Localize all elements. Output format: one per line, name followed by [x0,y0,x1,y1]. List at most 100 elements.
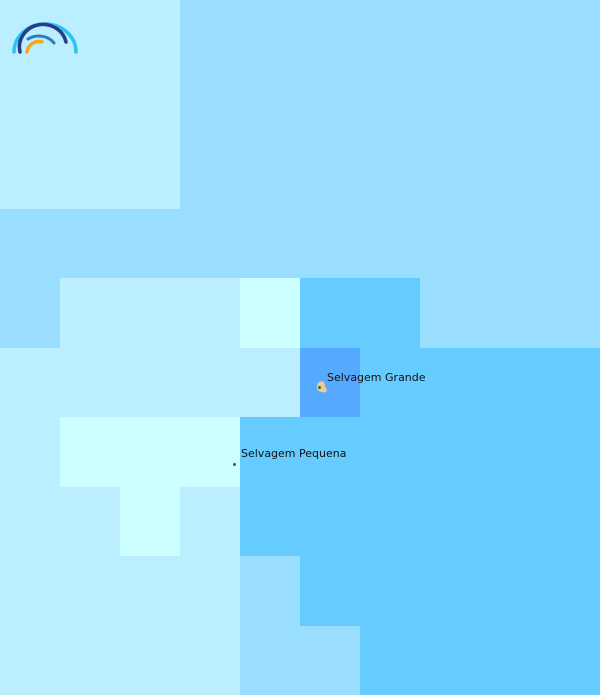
map-cell [240,486,300,556]
map-cell [120,208,180,278]
map-cell [0,486,60,556]
marker-selvagem-grande[interactable] [318,386,321,389]
map-cell [240,625,300,695]
map-cell [360,139,420,209]
map-cell [180,625,240,695]
map-cell [540,139,600,209]
map-cell [420,69,480,139]
map-cell [420,417,480,487]
map-cell [360,556,420,626]
map-cell [0,417,60,487]
map-cell [480,139,540,209]
map-cell [420,556,480,626]
map-cell [120,69,180,139]
map-cell [180,139,240,209]
map-cell [60,625,120,695]
map-cell [540,556,600,626]
map-cell [300,556,360,626]
map-cell [0,556,60,626]
map-cell [180,0,240,70]
map-cell [60,556,120,626]
map-cell [180,69,240,139]
map-cell [120,486,180,556]
map-cell [420,347,480,417]
map-cell [540,347,600,417]
map-cell [480,278,540,348]
map-cell [60,417,120,487]
map-cell [120,347,180,417]
map-cell [300,0,360,70]
map-cell [480,0,540,70]
map-cell [360,278,420,348]
map-cell [240,417,300,487]
map-cell [60,278,120,348]
map-cell [420,208,480,278]
map-cell [360,347,420,417]
map-cell [360,0,420,70]
map-cell [360,208,420,278]
map-cell [300,486,360,556]
map-cell [360,625,420,695]
map-cell [480,625,540,695]
selvagem-grande-island[interactable] [315,380,329,394]
map-cell [120,417,180,487]
map-cell [480,417,540,487]
map-cell [300,69,360,139]
map-cell [300,625,360,695]
map-cell [540,486,600,556]
map-cell [300,417,360,487]
map-cell [300,139,360,209]
place-label-selvagem-grande[interactable]: Selvagem Grande [327,371,426,384]
map-cell [300,208,360,278]
map-cell [180,417,240,487]
map-cell [0,625,60,695]
map-cell [180,208,240,278]
map-cell [0,69,60,139]
map-cell [540,278,600,348]
map-cell [540,208,600,278]
map-cell [60,139,120,209]
map-cell [240,347,300,417]
map-cell [540,625,600,695]
map-cell [0,347,60,417]
map-cell [420,0,480,70]
map-cell [540,0,600,70]
map-cell [420,139,480,209]
map-cell [420,625,480,695]
map-cell [60,208,120,278]
map-cell [0,208,60,278]
map-cell [420,486,480,556]
map-cell [120,625,180,695]
map-cell [240,139,300,209]
map-cell [480,347,540,417]
map-cell [60,486,120,556]
marker-selvagem-pequena[interactable] [233,463,236,466]
map-cell [480,208,540,278]
map-cell [480,556,540,626]
map-cell [480,486,540,556]
map-cell [300,278,360,348]
map-cell [120,556,180,626]
map-cell [0,0,60,70]
map-cell [540,69,600,139]
map-cell [120,0,180,70]
map-cell [240,208,300,278]
map-cell [360,486,420,556]
map-cell [360,417,420,487]
map-cell [180,486,240,556]
map-cell [240,278,300,348]
map-cell [180,347,240,417]
map-cell [300,347,360,417]
place-label-selvagem-pequena[interactable]: Selvagem Pequena [241,447,347,460]
map-cell [60,69,120,139]
map-cell [60,347,120,417]
map-cell [360,69,420,139]
map-cell [180,278,240,348]
map-cell [240,69,300,139]
map-cell [540,417,600,487]
map-cell [240,0,300,70]
map-cell [120,278,180,348]
logo-icon [12,22,78,54]
map-cell [420,278,480,348]
